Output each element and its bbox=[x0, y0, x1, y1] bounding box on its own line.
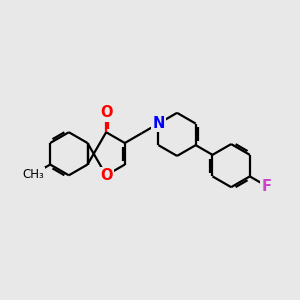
Text: N: N bbox=[152, 116, 165, 131]
Text: O: O bbox=[100, 105, 112, 120]
Text: O: O bbox=[100, 168, 112, 183]
Text: CH₃: CH₃ bbox=[22, 168, 44, 181]
Text: F: F bbox=[262, 178, 272, 194]
